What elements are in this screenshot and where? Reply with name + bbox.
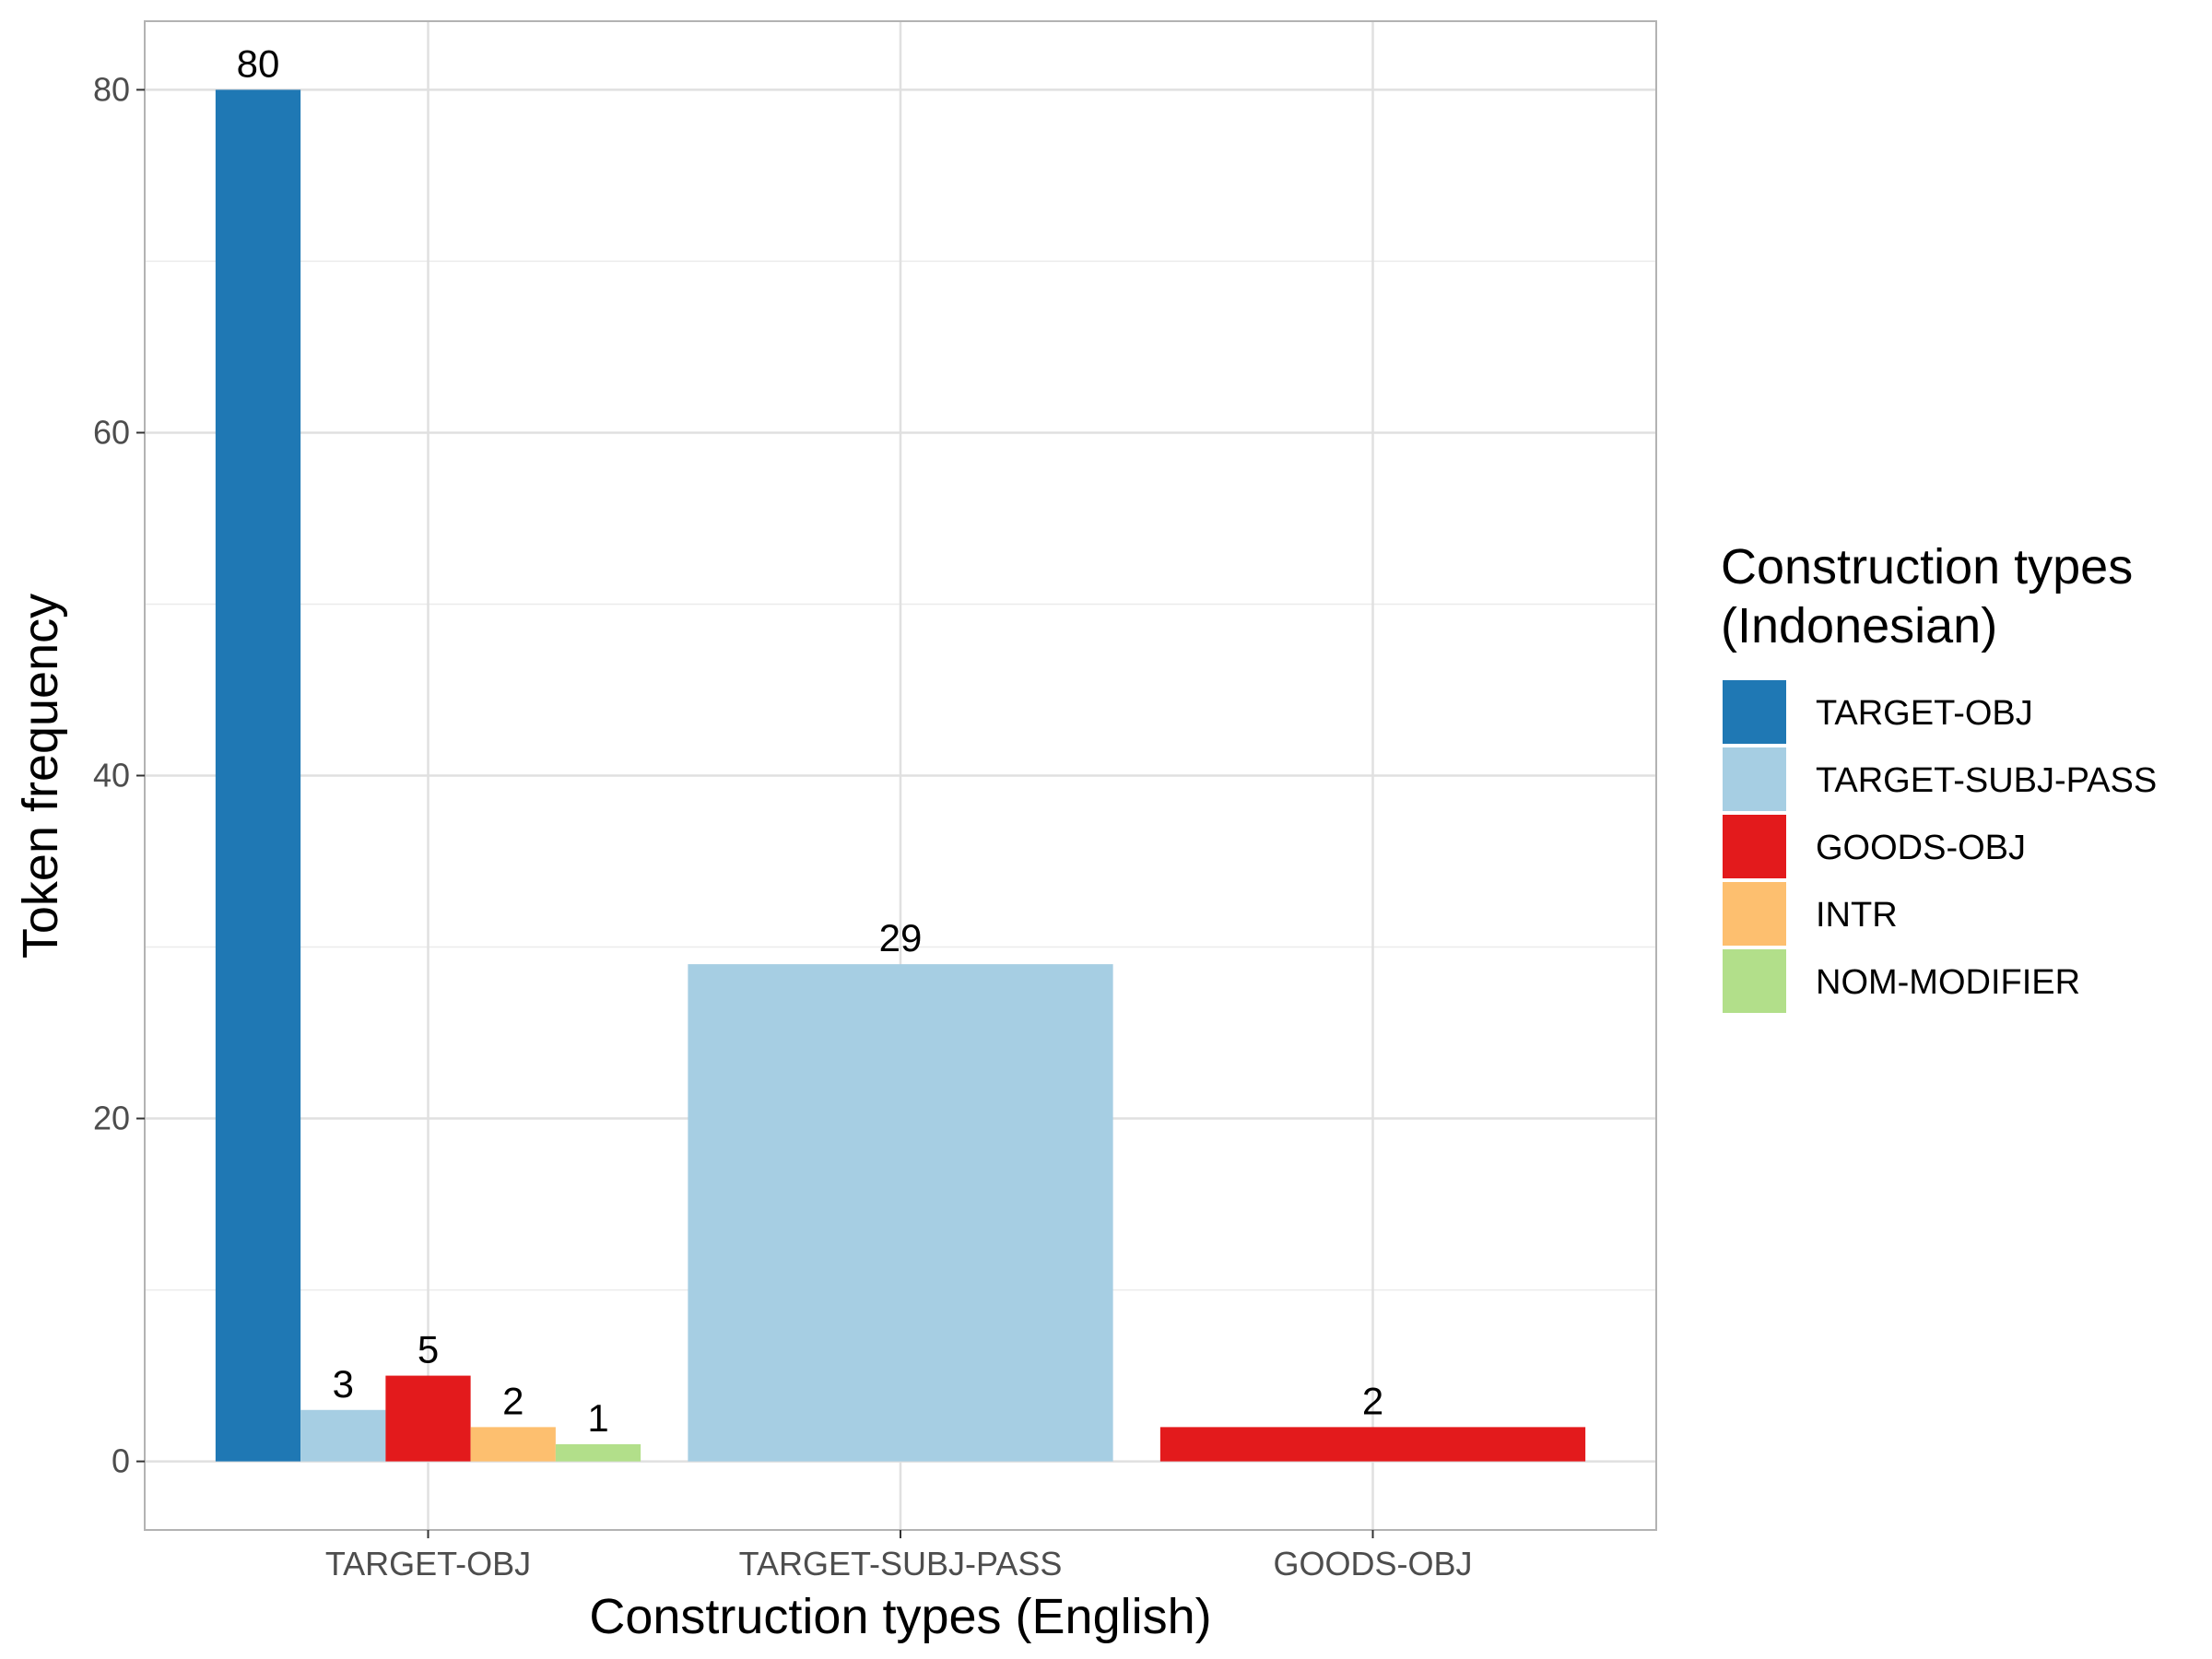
x-axis-ticks: TARGET-OBJ TARGET-SUBJ-PASS GOODS-OBJ (325, 1530, 1473, 1583)
x-tick-label: TARGET-OBJ (325, 1545, 531, 1583)
bar-value-label: 2 (1362, 1379, 1383, 1422)
legend-label: TARGET-OBJ (1816, 694, 2033, 733)
bar-value-label: 2 (502, 1379, 524, 1422)
legend-swatch (1723, 882, 1786, 946)
legend-swatch (1723, 747, 1786, 811)
bar (688, 964, 1113, 1462)
y-tick-label: 60 (93, 413, 130, 451)
legend-label: GOODS-OBJ (1816, 829, 2026, 867)
bar (555, 1443, 641, 1462)
legend-title-line-1: Construction types (1721, 539, 2133, 594)
y-axis-title: Token frequency (13, 594, 68, 959)
bars (215, 89, 1586, 1462)
y-axis-ticks: 0 20 40 60 80 (93, 70, 145, 1480)
y-tick-label: 80 (93, 70, 130, 108)
legend-swatch (1723, 949, 1786, 1013)
legend-title-line-2: (Indonesian) (1721, 598, 1997, 653)
data-labels: 80 3 5 2 1 29 2 (237, 41, 1384, 1440)
bar (1159, 1427, 1586, 1462)
legend-label: TARGET-SUBJ-PASS (1816, 761, 2157, 800)
y-tick-label: 40 (93, 757, 130, 794)
legend: Construction types (Indonesian) TARGET-O… (1721, 539, 2157, 1013)
y-tick-label: 20 (93, 1100, 130, 1137)
legend-swatch (1723, 680, 1786, 744)
legend-items: TARGET-OBJ TARGET-SUBJ-PASS GOODS-OBJ INTR N… (1723, 680, 2157, 1013)
x-tick-label: TARGET-SUBJ-PASS (739, 1545, 1063, 1583)
x-axis-title: Construction types (English) (589, 1589, 1211, 1644)
bar-value-label: 80 (237, 41, 280, 85)
y-tick-label: 0 (112, 1442, 130, 1480)
bar (470, 1427, 556, 1462)
legend-label: INTR (1816, 896, 1898, 935)
bar-value-label: 5 (418, 1328, 439, 1371)
x-tick-label: GOODS-OBJ (1273, 1545, 1472, 1583)
bar (215, 89, 301, 1462)
legend-label: NOM-MODIFIER (1816, 963, 2080, 1002)
bar-value-label: 3 (333, 1362, 354, 1406)
bar-value-label: 1 (587, 1396, 608, 1440)
bar (300, 1409, 386, 1462)
bar-value-label: 29 (879, 916, 923, 959)
legend-swatch (1723, 815, 1786, 878)
bar (385, 1375, 471, 1462)
